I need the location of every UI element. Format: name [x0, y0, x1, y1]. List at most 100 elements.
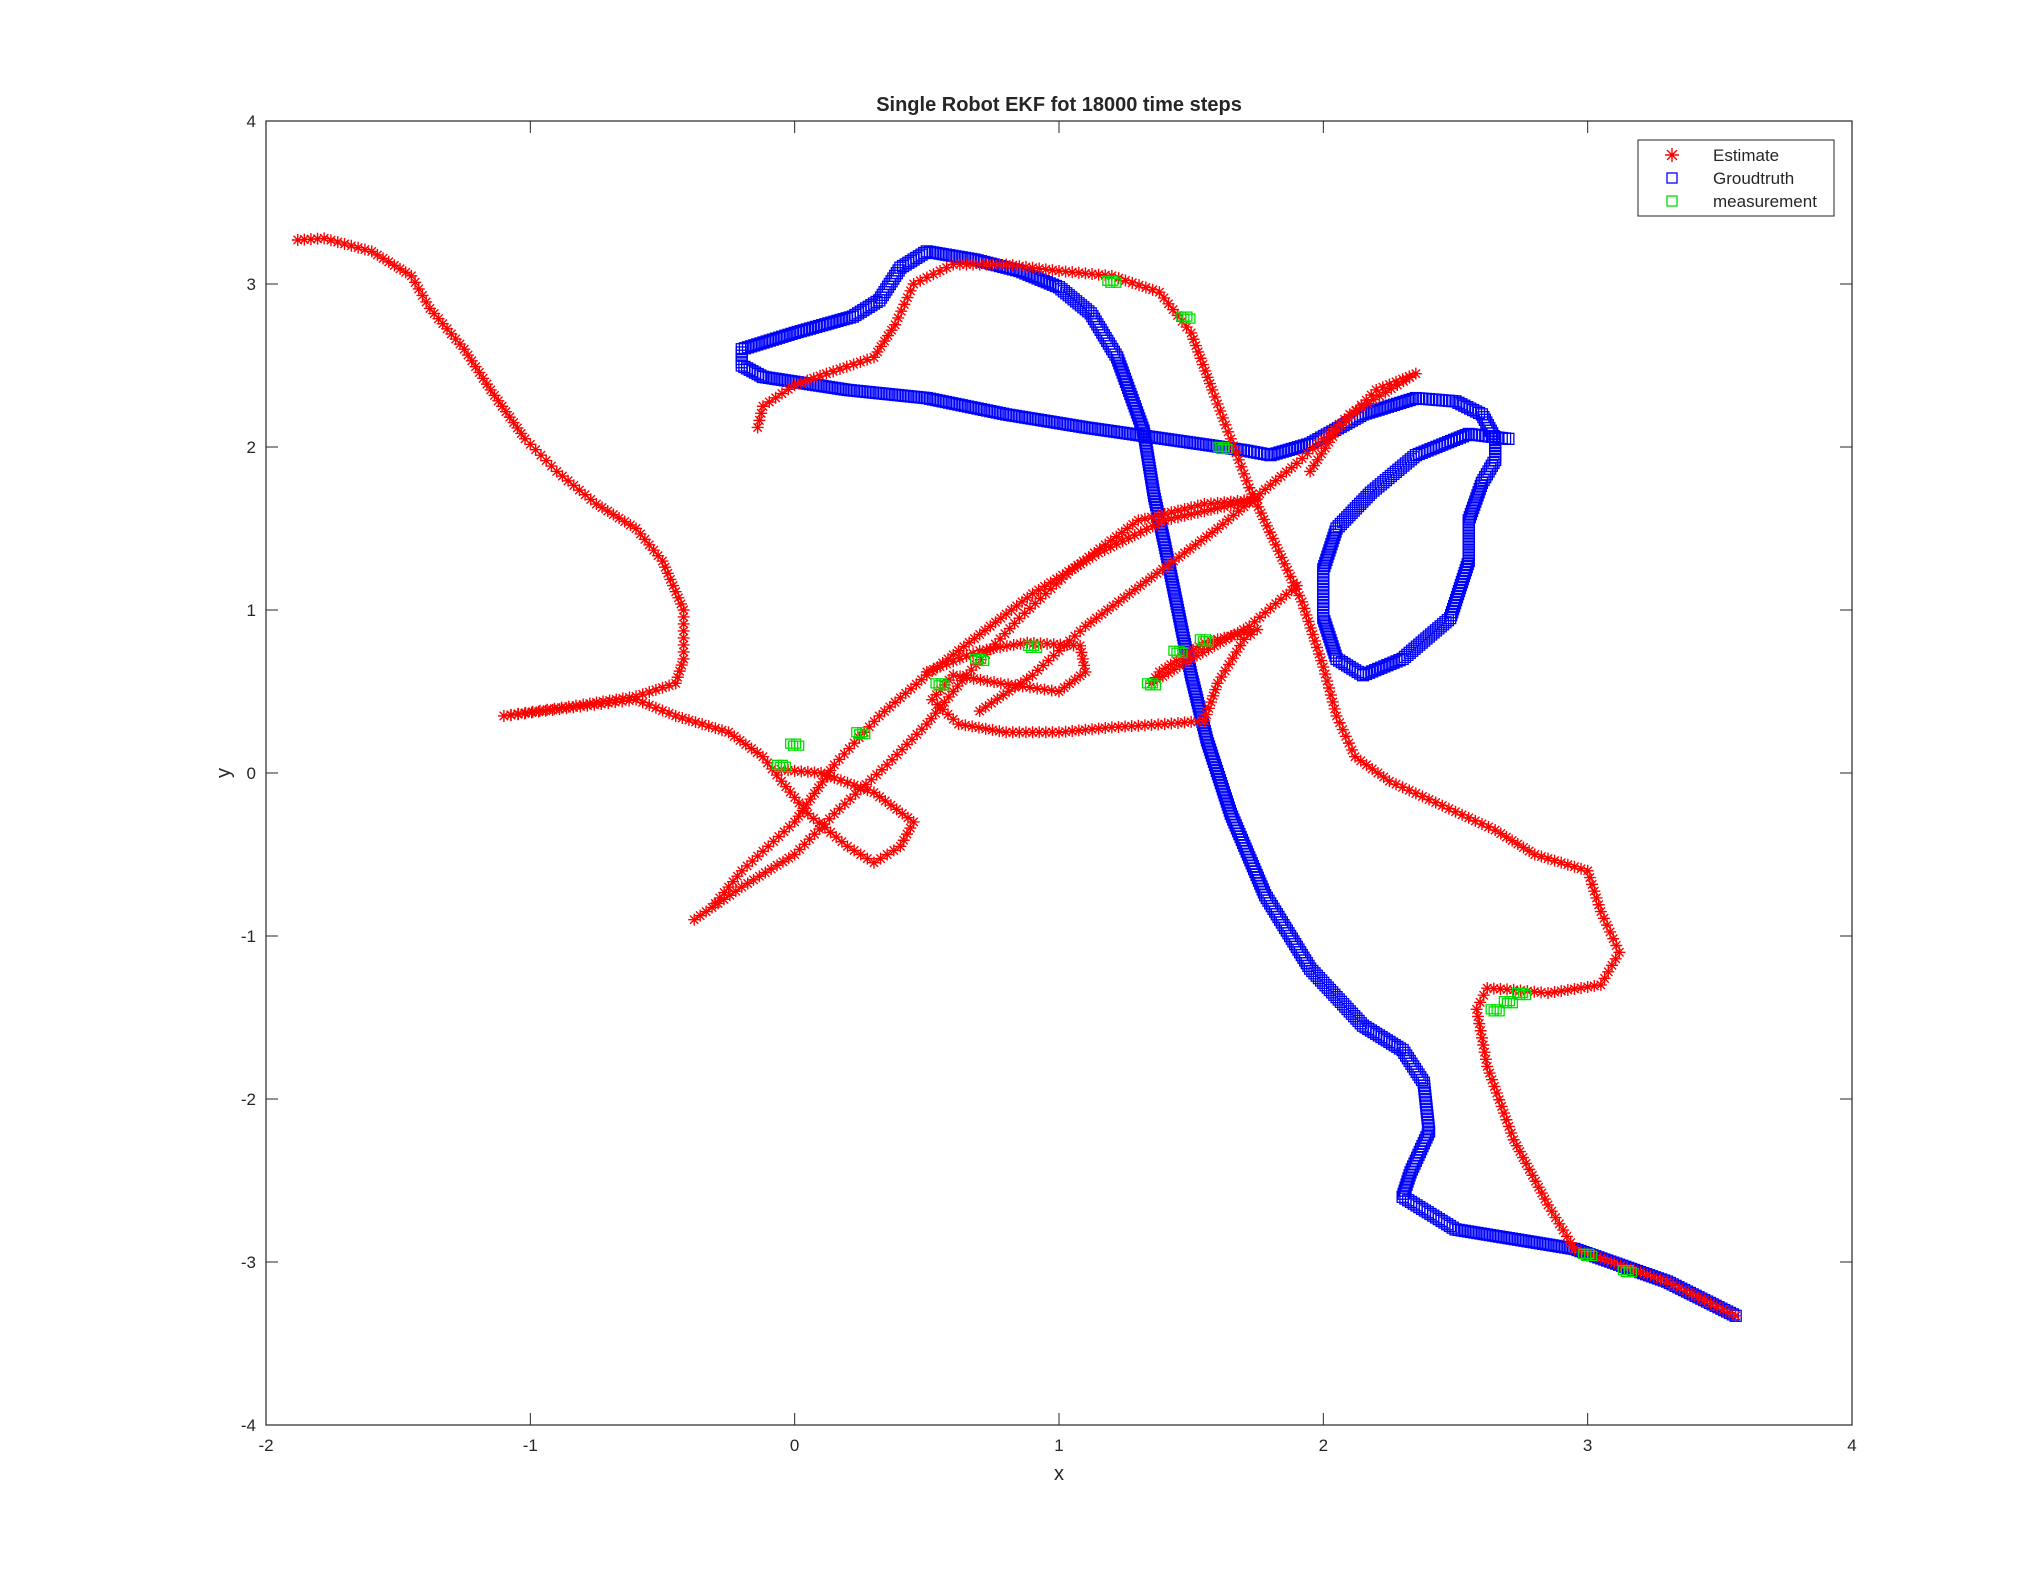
legend-item-measurement[interactable]: measurement [1666, 192, 1817, 211]
data-point [518, 707, 531, 720]
data-point [1293, 589, 1306, 602]
data-point [989, 638, 1002, 651]
x-tick-label: 0 [790, 1436, 799, 1455]
data-point [1308, 634, 1321, 647]
data-point [793, 796, 806, 809]
data-point [1156, 670, 1169, 683]
data-point [405, 269, 418, 282]
legend-item-estimate[interactable]: Estimate [1665, 146, 1779, 165]
data-point [609, 696, 622, 709]
data-point [1523, 1163, 1536, 1176]
legend[interactable]: Estimate Groudtruth measurement [1637, 139, 1835, 217]
data-point [1379, 386, 1392, 399]
data-point [735, 881, 748, 894]
data-point [1010, 599, 1023, 612]
data-point [1157, 535, 1171, 548]
data-point [1167, 555, 1180, 568]
data-point [1306, 628, 1319, 641]
data-point [993, 258, 1006, 271]
data-point [963, 636, 976, 649]
data-point [895, 305, 908, 318]
data-point [1473, 1017, 1486, 1030]
data-point [901, 811, 914, 824]
data-point [1165, 717, 1178, 730]
data-point [1238, 467, 1251, 480]
data-point [1180, 321, 1193, 334]
data-point [1360, 758, 1373, 771]
data-point [1513, 1145, 1526, 1158]
data-point [1275, 593, 1288, 606]
legend-item-groudtruth[interactable]: Groudtruth [1666, 169, 1794, 188]
data-point [1442, 802, 1455, 815]
data-point [1396, 781, 1409, 794]
data-point [1280, 465, 1293, 478]
data-point [1185, 501, 1198, 514]
data-point [998, 627, 1011, 640]
data-point [1354, 754, 1367, 767]
data-point [1222, 513, 1235, 526]
data-point [1216, 518, 1229, 531]
data-point [1319, 556, 1332, 570]
data-point [1185, 326, 1198, 339]
data-point [291, 233, 304, 246]
data-point [987, 642, 1000, 655]
data-point [1350, 404, 1363, 417]
data-point [1238, 633, 1251, 646]
data-point [1026, 587, 1039, 600]
data-point [833, 362, 846, 375]
data-point [1119, 274, 1132, 287]
data-point [1284, 570, 1297, 583]
data-point [769, 391, 782, 404]
data-point [1200, 708, 1213, 721]
data-point [793, 843, 806, 856]
data-point [860, 729, 871, 740]
data-point [358, 243, 371, 256]
data-point [1072, 266, 1085, 279]
data-point [1150, 680, 1162, 691]
data-point [954, 670, 967, 683]
data-point [1397, 375, 1410, 388]
data-point [318, 232, 331, 245]
data-point [1326, 695, 1339, 708]
data-point [1520, 989, 1532, 1001]
data-point [1514, 989, 1526, 1001]
data-point [941, 708, 954, 721]
data-point [1360, 394, 1373, 407]
data-point [1101, 604, 1114, 616]
data-point [901, 738, 914, 751]
data-point [497, 709, 510, 722]
data-point [1222, 658, 1235, 671]
data-point [1000, 608, 1013, 621]
series-layer [291, 232, 1742, 1322]
y-tick-label: 2 [247, 438, 256, 457]
data-point [1355, 399, 1368, 412]
data-point [960, 258, 973, 271]
data-point [1226, 652, 1239, 665]
data-point [748, 339, 761, 352]
data-point [1348, 1009, 1361, 1023]
data-point [1507, 998, 1519, 1009]
data-point [766, 333, 780, 346]
data-point [1397, 1187, 1410, 1200]
data-point [1063, 677, 1076, 690]
data-point [1477, 989, 1490, 1002]
data-point [881, 758, 894, 771]
data-point [744, 340, 758, 353]
data-point [1315, 654, 1328, 667]
data-point [1054, 638, 1067, 651]
data-point [947, 258, 960, 271]
data-point [1557, 1224, 1570, 1237]
data-point [761, 756, 774, 769]
data-point [488, 389, 501, 402]
data-point [878, 705, 891, 718]
data-point [1456, 808, 1469, 821]
data-point [1393, 1042, 1407, 1055]
data-point [1384, 399, 1398, 412]
data-point [907, 815, 920, 828]
data-point [1132, 719, 1145, 732]
legend-marker-measurement [1666, 195, 1678, 207]
data-point [677, 652, 690, 665]
data-point [1246, 488, 1259, 501]
data-point [772, 830, 785, 843]
data-point [462, 349, 475, 362]
